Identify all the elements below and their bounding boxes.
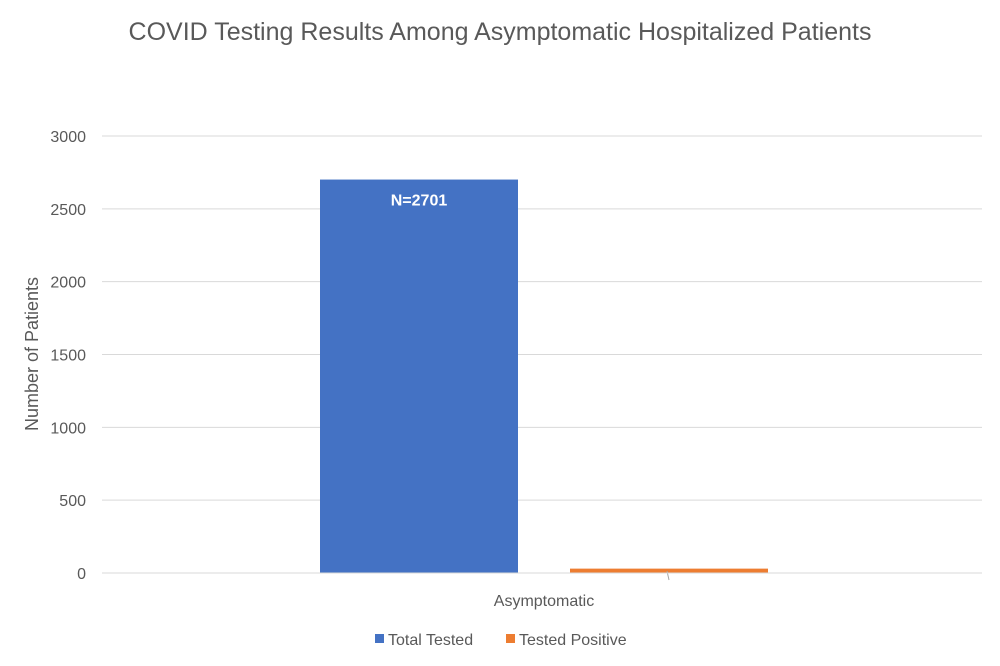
- bars: N=2701: [320, 179, 768, 581]
- legend: Total Tested Tested Positive: [375, 632, 627, 649]
- chart-title: COVID Testing Results Among Asymptomatic…: [129, 18, 872, 46]
- x-tick-label: Asymptomatic: [494, 593, 594, 610]
- legend-swatch-tested-positive: [506, 634, 515, 643]
- y-tick-label: 500: [59, 493, 86, 510]
- y-tick-label: 1000: [50, 420, 86, 437]
- y-tick-label: 2000: [50, 275, 86, 292]
- data-label: N=2701: [391, 193, 448, 210]
- legend-label: Tested Positive: [519, 632, 627, 649]
- y-tick-label: 3000: [50, 129, 86, 146]
- gridlines: [102, 135, 982, 501]
- y-tick-label: 1500: [50, 348, 86, 365]
- bar-total-tested: [320, 179, 518, 574]
- legend-swatch-total-tested: [375, 634, 384, 643]
- legend-label: Total Tested: [388, 632, 473, 649]
- y-tick-label: 0: [77, 566, 86, 583]
- y-axis-label: Number of Patients: [22, 277, 42, 431]
- bar-tested-positive: [570, 568, 768, 573]
- x-axis-ticks: Asymptomatic: [494, 593, 594, 610]
- y-tick-label: 2500: [50, 202, 86, 219]
- y-axis-ticks: 0 500 1000 1500 2000 2500 3000: [50, 129, 86, 583]
